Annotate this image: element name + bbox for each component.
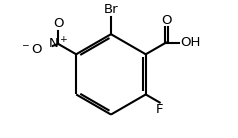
Text: Br: Br <box>104 3 118 16</box>
Text: O: O <box>161 14 171 27</box>
Text: N$^+$: N$^+$ <box>48 36 69 52</box>
Text: O: O <box>53 17 64 30</box>
Text: OH: OH <box>180 36 200 49</box>
Text: F: F <box>156 103 164 116</box>
Text: $^-$O: $^-$O <box>20 43 43 56</box>
